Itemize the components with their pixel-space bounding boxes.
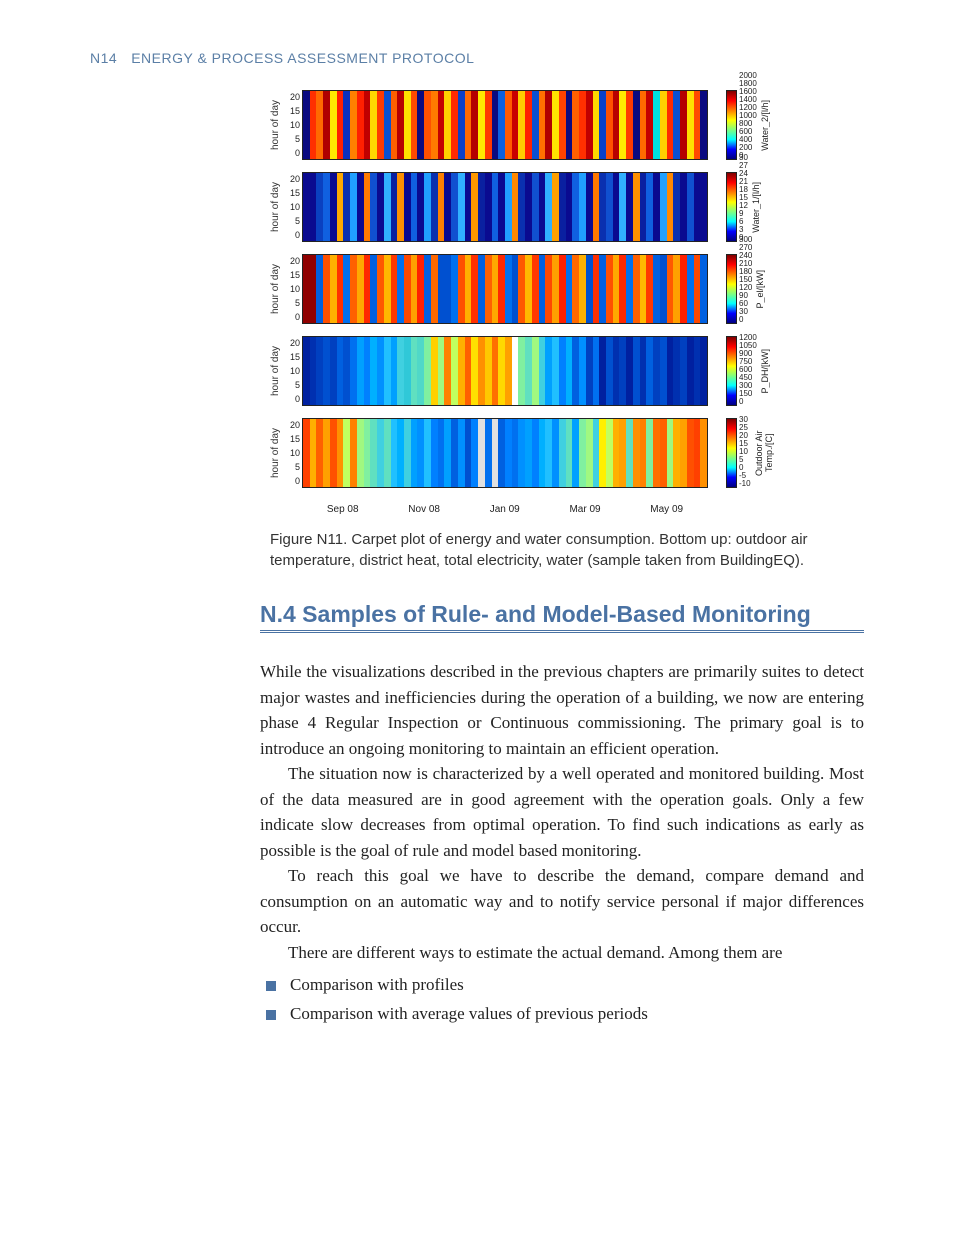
colorbar-label: Outdoor Air Temp./[C]: [754, 418, 774, 488]
colorbar-ticks: -10-5051015202530: [739, 418, 751, 488]
bullet-list: Comparison with profilesComparison with …: [260, 971, 864, 1029]
section-heading: N.4 Samples of Rule- and Model-Based Mon…: [260, 601, 864, 633]
y-axis-label: hour of day: [270, 172, 284, 242]
y-axis-ticks: 05101520: [286, 336, 302, 406]
body-text: While the visualizations described in th…: [260, 659, 864, 965]
paragraph: There are different ways to estimate the…: [260, 940, 864, 966]
carpet-heatmap: [302, 254, 708, 324]
colorbar-label: P_DH/[kW]: [760, 349, 770, 394]
x-axis-ticks: Sep 08Nov 08Jan 09Mar 09May 09: [302, 500, 708, 515]
paragraph: To reach this goal we have to describe t…: [260, 863, 864, 940]
y-axis-ticks: 05101520: [286, 418, 302, 488]
y-axis-label: hour of day: [270, 336, 284, 406]
list-item: Comparison with average values of previo…: [260, 1000, 864, 1029]
page-header: N14 ENERGY & PROCESS ASSESSMENT PROTOCOL: [90, 50, 864, 66]
colorbar-label: Water_1/[l/h]: [751, 182, 761, 233]
y-axis-ticks: 05101520: [286, 172, 302, 242]
colorbar-ticks: 015030045060075090010501200: [739, 336, 757, 406]
y-axis-label: hour of day: [270, 90, 284, 160]
list-item: Comparison with profiles: [260, 971, 864, 1000]
paragraph: While the visualizations described in th…: [260, 659, 864, 761]
figure-n11: hour of day05101520020040060080010001200…: [270, 90, 864, 515]
colorbar-ticks: 036912151821242730: [739, 172, 748, 242]
carpet-heatmap: [302, 90, 708, 160]
colorbar: [726, 172, 737, 242]
carpet-panel: hour of day05101520 -10-5051015202530Outd…: [270, 418, 864, 488]
list-item-text: Comparison with profiles: [290, 971, 464, 1000]
carpet-heatmap: [302, 172, 708, 242]
colorbar: [726, 418, 737, 488]
bullet-square-icon: [266, 1010, 276, 1020]
figure-caption: Figure N11. Carpet plot of energy and wa…: [270, 529, 864, 571]
carpet-panel: hour of day05101520 030609012015018021024…: [270, 254, 864, 324]
y-axis-ticks: 05101520: [286, 254, 302, 324]
colorbar: [726, 336, 737, 406]
carpet-heatmap: [302, 418, 708, 488]
colorbar: [726, 254, 737, 324]
y-axis-label: hour of day: [270, 418, 284, 488]
carpet-panel: hour of day05101520 015030045060075090010…: [270, 336, 864, 406]
paragraph: The situation now is characterized by a …: [260, 761, 864, 863]
bullet-square-icon: [266, 981, 276, 991]
header-title: ENERGY & PROCESS ASSESSMENT PROTOCOL: [131, 50, 474, 66]
y-axis-label: hour of day: [270, 254, 284, 324]
list-item-text: Comparison with average values of previo…: [290, 1000, 648, 1029]
colorbar: [726, 90, 737, 160]
carpet-heatmap: [302, 336, 708, 406]
colorbar-label: P_el/[kW]: [755, 270, 765, 309]
colorbar-ticks: 0200400600800100012001400160018002000: [739, 90, 757, 160]
carpet-panel: hour of day05101520 036912151821242730Wat…: [270, 172, 864, 242]
carpet-panel: hour of day05101520 020040060080010001200…: [270, 90, 864, 160]
colorbar-label: Water_2/[l/h]: [760, 100, 770, 151]
colorbar-ticks: 0306090120150180210240270300: [739, 254, 752, 324]
page-code: N14: [90, 50, 117, 66]
y-axis-ticks: 05101520: [286, 90, 302, 160]
